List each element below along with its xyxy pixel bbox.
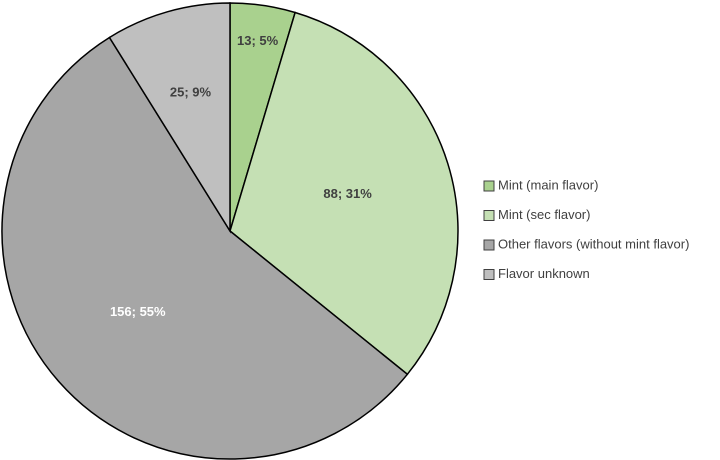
data-label: 88; 31% xyxy=(323,186,372,201)
legend-label: Flavor unknown xyxy=(498,266,590,281)
pie-slice xyxy=(1,36,409,460)
legend-swatch xyxy=(483,180,495,192)
legend-swatch xyxy=(483,269,495,280)
pie-slice xyxy=(108,2,231,234)
legend-swatch xyxy=(483,210,495,221)
legend-label: Mint (sec flavor) xyxy=(498,207,590,222)
pie-slice xyxy=(229,11,459,376)
legend-label: Mint (main flavor) xyxy=(498,177,598,192)
legend-label: Other flavors (without mint flavor) xyxy=(498,236,689,251)
data-label: 13; 5% xyxy=(237,33,279,48)
legend-swatch xyxy=(483,239,495,251)
data-label: 25; 9% xyxy=(170,84,212,99)
data-label: 156; 55% xyxy=(110,304,166,319)
